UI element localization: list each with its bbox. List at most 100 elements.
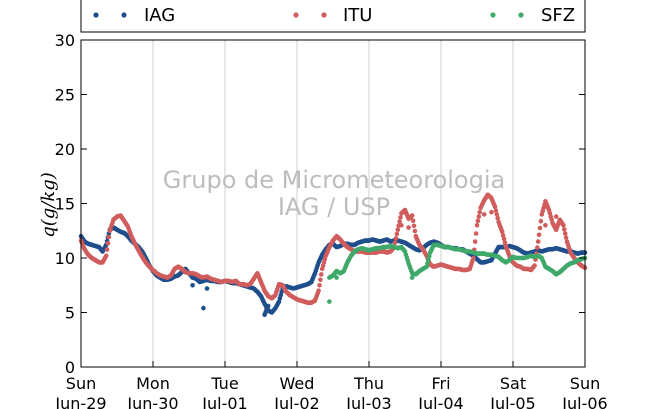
x-tick-label-date: Jun-30 [126, 394, 178, 409]
data-point [492, 204, 498, 210]
data-point [561, 223, 566, 228]
data-point [502, 240, 508, 245]
data-point [563, 235, 569, 240]
x-tick-label-date: Jul-03 [345, 394, 391, 409]
data-point [204, 286, 210, 291]
data-point [412, 228, 418, 234]
x-tick-label-day: Mon [136, 374, 170, 393]
data-point [317, 283, 322, 288]
data-point [397, 219, 402, 224]
data-point [476, 214, 482, 219]
y-tick-label: 20 [55, 140, 75, 159]
data-point [406, 225, 411, 230]
data-point [104, 247, 110, 252]
x-tick-label-day: Sun [570, 374, 600, 393]
data-point [393, 236, 399, 241]
data-point [265, 303, 271, 309]
x-tick-label-day: Sun [66, 374, 96, 393]
legend-marker [321, 12, 327, 18]
data-point [471, 255, 476, 261]
data-point [501, 236, 507, 242]
legend-marker [93, 12, 99, 18]
data-point [316, 288, 321, 294]
x-tick-label-date: Jul-05 [489, 394, 535, 409]
x-tick-label-date: Jul-01 [201, 394, 247, 409]
data-point [535, 239, 541, 244]
data-point [327, 299, 332, 304]
data-point [319, 272, 324, 277]
legend-label-itu: ITU [343, 5, 372, 26]
x-tick-label-date: Jul-06 [561, 394, 607, 409]
data-point [536, 232, 542, 238]
data-point [409, 213, 415, 218]
data-point [392, 240, 398, 245]
data-point [535, 245, 540, 250]
legend-marker [490, 12, 496, 18]
data-point [103, 253, 109, 259]
data-point [537, 225, 543, 231]
legend-label-iag: IAG [144, 5, 175, 26]
data-point [427, 253, 432, 259]
data-point [495, 215, 501, 221]
data-point [106, 234, 112, 240]
x-axis: SunJun-29MonJun-30TueJul-01WedJul-02ThuJ… [54, 361, 608, 409]
watermark: Grupo de Micrometeorologia IAG / USP [163, 166, 505, 221]
data-point [425, 260, 430, 266]
x-tick-label-date: Jul-02 [273, 394, 319, 409]
data-point [553, 214, 559, 219]
legend-marker [293, 12, 299, 18]
legend-marker [518, 12, 524, 18]
data-point [190, 283, 195, 288]
data-point [562, 227, 567, 232]
y-tick-label: 0 [65, 358, 75, 377]
data-point [499, 229, 505, 235]
grid-lines [152, 40, 514, 367]
legend-label-sfz: SFZ [541, 5, 575, 26]
data-point [532, 263, 537, 268]
legend-marker [121, 12, 127, 18]
y-tick-label: 25 [55, 86, 75, 105]
data-point [399, 223, 404, 228]
data-point [334, 275, 339, 280]
data-point [500, 233, 506, 238]
series-itu [78, 192, 588, 306]
legend: IAG ITU SFZ [80, 0, 586, 33]
data-point [394, 231, 400, 237]
series-sfz [327, 242, 588, 304]
data-point [318, 277, 323, 283]
y-tick-label: 30 [55, 31, 75, 50]
x-tick-label-day: Wed [280, 374, 315, 393]
y-tick-label: 10 [55, 249, 75, 268]
data-point [473, 231, 479, 236]
data-point [494, 212, 500, 217]
data-point [411, 223, 417, 229]
data-point [474, 223, 480, 228]
data-point [477, 209, 483, 215]
data-point [475, 218, 481, 224]
data-point [538, 218, 544, 224]
y-tick-label: 15 [55, 195, 75, 214]
watermark-line-1: Grupo de Micrometeorologia [163, 166, 505, 194]
data-point [409, 275, 415, 280]
watermark-line-2: IAG / USP [278, 193, 390, 221]
x-tick-label-day: Fri [431, 374, 450, 393]
data-point [472, 239, 478, 244]
data-point [493, 208, 499, 213]
data-point [398, 215, 403, 220]
y-axis-label: q(g/kg) [38, 172, 59, 238]
x-tick-label-day: Sat [500, 374, 526, 393]
data-point [424, 264, 429, 270]
data-point [543, 223, 548, 228]
data-points [78, 192, 588, 318]
y-tick-label: 5 [65, 304, 75, 323]
y-axis: 0 5 10 15 20 25 30 [55, 31, 585, 377]
data-point [201, 305, 206, 311]
data-point [410, 218, 416, 223]
data-point [562, 231, 568, 236]
x-tick-label-date: Jun-29 [54, 394, 106, 409]
data-point [489, 209, 494, 215]
legend-box [80, 0, 586, 33]
x-tick-label-day: Thu [353, 374, 384, 393]
data-point [426, 257, 431, 262]
